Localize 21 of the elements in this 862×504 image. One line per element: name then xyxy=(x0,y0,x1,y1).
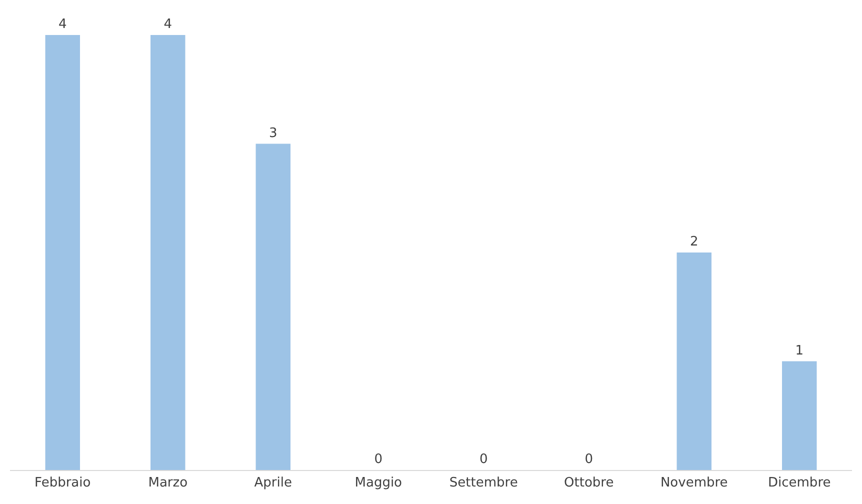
data-label: 0 xyxy=(584,452,594,467)
bar xyxy=(45,35,80,470)
x-tick-label: Marzo xyxy=(148,476,188,491)
x-tick-label: Dicembre xyxy=(768,476,831,491)
data-label: 4 xyxy=(164,17,172,32)
data-label: 0 xyxy=(374,452,383,467)
data-label: 1 xyxy=(795,343,804,358)
data-label: 0 xyxy=(479,452,488,467)
bar xyxy=(676,252,712,470)
data-label: 3 xyxy=(268,126,278,141)
bar xyxy=(150,35,186,470)
data-label: 4 xyxy=(58,17,67,32)
x-tick-label: Maggio xyxy=(354,476,402,491)
x-tick-label: Aprile xyxy=(254,476,292,491)
data-label: 2 xyxy=(690,234,698,250)
bar xyxy=(256,144,290,470)
x-tick-label: Novembre xyxy=(660,476,728,491)
x-tick-label: Ottobre xyxy=(564,476,614,491)
x-tick-label: Febbraio xyxy=(34,476,91,491)
bar xyxy=(782,361,817,470)
x-tick-label: Settembre xyxy=(449,476,518,491)
